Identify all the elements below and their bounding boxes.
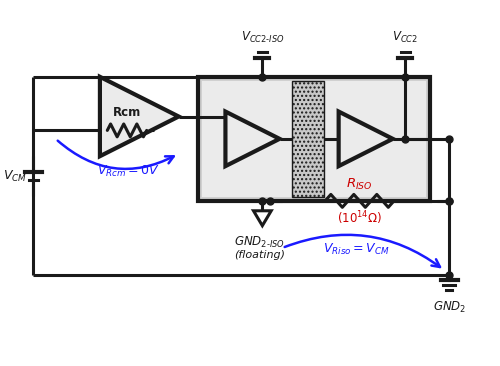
Bar [324, 81, 426, 197]
Text: $V_{Riso} = V_{CM}$: $V_{Riso} = V_{CM}$ [322, 242, 389, 257]
Text: $(10^{14}\Omega)$: $(10^{14}\Omega)$ [337, 210, 382, 227]
FancyArrowPatch shape [58, 141, 174, 169]
Text: $V_{CC2\text{-}ISO}$: $V_{CC2\text{-}ISO}$ [240, 29, 284, 45]
Text: $V_{Rcm} = 0V$: $V_{Rcm} = 0V$ [98, 164, 160, 179]
Polygon shape [338, 112, 393, 166]
Text: $GND_{2\text{-}ISO}$: $GND_{2\text{-}ISO}$ [234, 235, 286, 250]
Polygon shape [100, 77, 178, 156]
Text: $V_{CM}$: $V_{CM}$ [4, 168, 27, 184]
Bar [292, 81, 324, 197]
Polygon shape [226, 112, 280, 166]
Text: (floating): (floating) [234, 250, 286, 261]
FancyArrowPatch shape [284, 235, 440, 267]
Bar [198, 77, 430, 201]
Text: $GND_2$: $GND_2$ [432, 300, 466, 315]
Text: $V_{CC2}$: $V_{CC2}$ [392, 29, 418, 45]
Text: Rcm: Rcm [113, 107, 141, 119]
Text: $R_{ISO}$: $R_{ISO}$ [346, 177, 373, 192]
Bar [202, 81, 292, 197]
